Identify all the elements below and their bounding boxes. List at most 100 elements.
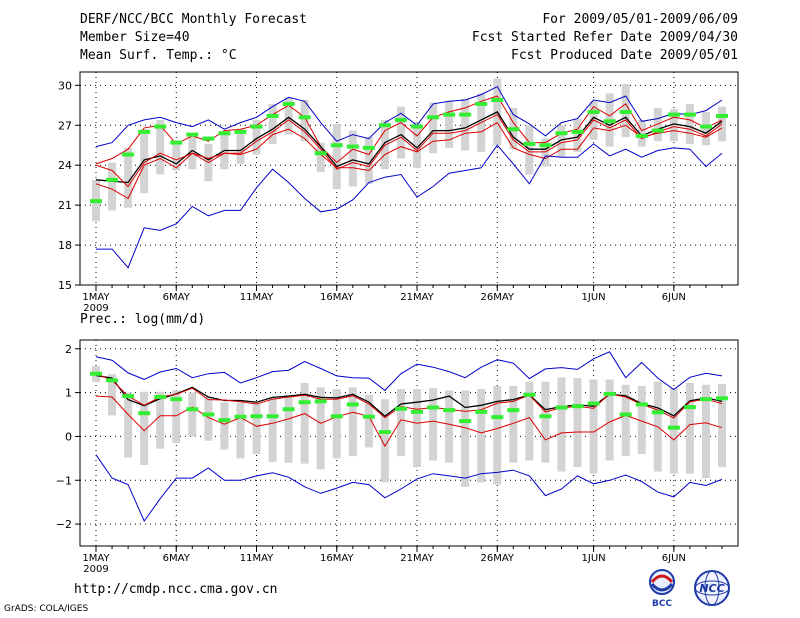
ensemble-spread-bar: [445, 390, 454, 463]
x-tick-label: 6JUN: [662, 292, 686, 303]
median-marker: [234, 129, 247, 134]
ensemble-spread-bar: [348, 130, 357, 187]
ensemble-spread-bar: [140, 129, 149, 194]
ncc-logo-text: NCC: [699, 582, 724, 595]
ensemble-spread-bar: [332, 389, 341, 459]
series-p10-line: [95, 395, 723, 448]
median-marker: [555, 405, 568, 410]
median-marker: [523, 141, 536, 146]
ensemble-spread-bar: [653, 107, 662, 142]
median-marker: [571, 404, 584, 409]
median-marker: [362, 414, 375, 419]
median-marker: [619, 412, 632, 417]
median-marker: [411, 124, 424, 129]
chart-frame: [79, 71, 739, 286]
precip-chart-title: Prec.: log(mm/d): [80, 312, 205, 327]
x-tick-label: 6MAY: [163, 553, 191, 564]
ensemble-spread-bar: [284, 97, 293, 135]
median-marker: [427, 405, 440, 410]
median-marker: [555, 131, 568, 136]
median-marker: [716, 396, 728, 401]
x-tick-label: 21MAY: [400, 292, 434, 303]
y-tick-label: 0: [65, 430, 72, 443]
series-p50-line: [95, 113, 723, 200]
median-marker: [362, 145, 375, 150]
ensemble-spread-bar: [156, 391, 165, 449]
x-tick-label: 1JUN: [582, 553, 606, 564]
ensemble-spread-bar: [284, 394, 293, 463]
median-marker: [314, 399, 327, 404]
median-marker: [122, 394, 135, 399]
ensemble-spread-bar: [669, 388, 678, 474]
median-marker: [427, 115, 440, 120]
series-p10-line: [95, 121, 723, 188]
ensemble-spread-bar: [685, 382, 694, 474]
median-marker: [699, 397, 712, 402]
y-tick-label: 21: [58, 199, 72, 212]
ensemble-spread-bar: [220, 402, 229, 450]
y-tick-label: 30: [58, 79, 72, 92]
ensemble-spread-bar: [300, 99, 309, 142]
chart-frame: [79, 339, 739, 547]
median-marker: [298, 400, 311, 405]
ensemble-spread-bar: [573, 118, 582, 152]
series-min-line: [95, 454, 723, 523]
ensemble-spread-bar: [445, 101, 454, 148]
ensemble-spread-bar: [204, 396, 213, 441]
bcc-logo: BCC: [649, 569, 675, 608]
ensemble-spread-bar: [252, 403, 261, 454]
x-tick-label: 26MAY: [481, 292, 515, 303]
median-marker: [411, 409, 424, 414]
ensemble-spread-bar: [236, 402, 245, 459]
ensemble-spread-bar: [525, 125, 534, 175]
x-tick-label: 1MAY: [82, 292, 110, 303]
ensemble-spread-bar: [236, 129, 245, 164]
ensemble-spread-bar: [685, 103, 694, 144]
bcc-logo-text: BCC: [652, 599, 672, 608]
ensemble-spread-bar: [621, 384, 630, 457]
temperature-chart: 15 18 21 24 27 30 1MAY 6MAY 11MAY 16MAY 21MAY 26MAY…: [58, 71, 739, 314]
series-p90-line: [95, 95, 723, 165]
median-marker: [154, 124, 167, 129]
ensemble-spread-bar: [509, 386, 518, 463]
median-marker: [635, 402, 648, 407]
footer-url[interactable]: http://cmdp.ncc.cma.gov.cn: [74, 582, 278, 597]
median-marker: [330, 414, 343, 419]
ensemble-spread-bar: [525, 381, 534, 461]
median-marker: [90, 199, 102, 204]
median-marker: [186, 407, 199, 412]
median-marker: [491, 97, 504, 102]
median-marker: [539, 143, 552, 148]
ensemble-spread-bar: [669, 109, 678, 142]
median-marker: [122, 152, 135, 157]
median-marker: [603, 119, 616, 124]
ensemble-spread-bar: [172, 390, 181, 443]
ensemble-spread-bar: [364, 137, 373, 184]
ensemble-spread-bar: [557, 125, 566, 158]
grads-credit: GrADS: COLA/IGES: [4, 604, 89, 614]
ncc-logo: NCC: [694, 570, 730, 606]
median-marker: [394, 117, 407, 122]
median-marker: [635, 133, 648, 138]
median-marker: [459, 112, 472, 117]
ensemble-spread-bar: [188, 392, 197, 437]
ensemble-spread-bar: [701, 384, 710, 479]
series-max-line: [95, 351, 723, 392]
x-tick-label: 11MAY: [240, 292, 274, 303]
median-marker: [619, 109, 632, 114]
median-marker: [138, 129, 151, 134]
y-tick-label: 15: [58, 279, 72, 292]
ensemble-spread-bar: [268, 397, 277, 462]
median-marker: [250, 414, 263, 419]
series-min-line: [96, 143, 723, 269]
header-right-line-2: Fcst Started Refer Date 2009/04/30: [471, 30, 738, 45]
y-tick-label: 24: [58, 159, 72, 172]
ensemble-spread-bar: [637, 386, 646, 454]
ensemble-spread-bar: [396, 389, 405, 457]
x-tick-label: 6JUN: [662, 553, 686, 564]
median-marker: [651, 410, 664, 415]
median-marker: [106, 378, 119, 383]
series-mean-line: [95, 111, 723, 184]
median-marker: [459, 419, 472, 424]
